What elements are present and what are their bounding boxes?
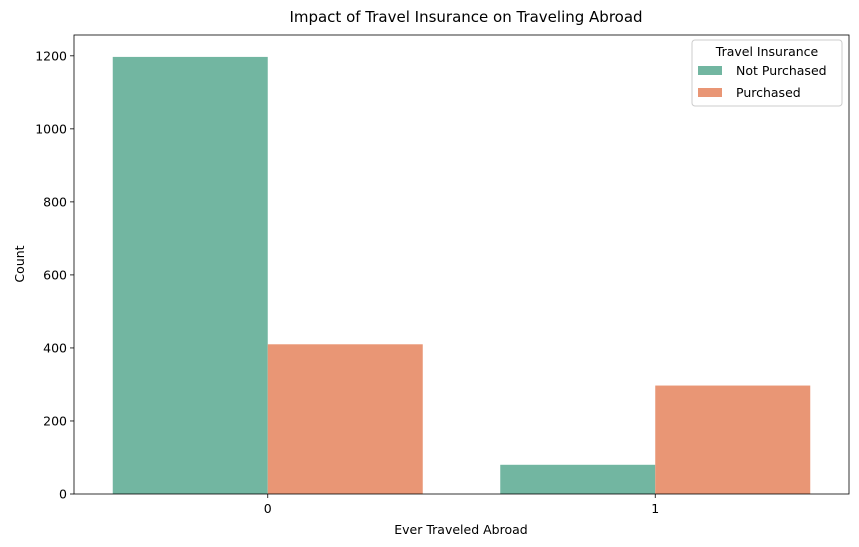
y-tick-label: 1000 bbox=[35, 121, 67, 136]
legend: Travel Insurance Not Purchased Purchased bbox=[691, 39, 843, 107]
y-tick-label: 200 bbox=[43, 413, 67, 428]
bar-not-purchased-1 bbox=[500, 464, 656, 494]
legend-swatch-purchased bbox=[698, 88, 722, 97]
legend-box bbox=[691, 39, 843, 107]
plot-frame bbox=[73, 34, 850, 495]
y-tick-label: 600 bbox=[43, 267, 67, 282]
bar-purchased-0 bbox=[267, 344, 423, 494]
y-tick-label: 400 bbox=[43, 340, 67, 355]
legend-swatch-not-purchased bbox=[698, 66, 722, 75]
x-axis-label: Ever Traveled Abroad bbox=[394, 522, 527, 537]
y-tick-label: 1200 bbox=[35, 48, 67, 63]
y-axis-ticks: 0 200 400 600 800 1000 1200 bbox=[35, 48, 74, 502]
y-tick-label: 0 bbox=[59, 487, 67, 502]
x-tick-label: 1 bbox=[651, 501, 659, 516]
legend-title: Travel Insurance bbox=[715, 44, 819, 59]
bar-purchased-1 bbox=[655, 385, 811, 494]
x-tick-label: 0 bbox=[264, 501, 272, 516]
legend-label-not-purchased: Not Purchased bbox=[736, 63, 827, 78]
bar-not-purchased-0 bbox=[112, 56, 268, 495]
legend-label-purchased: Purchased bbox=[736, 85, 801, 100]
bars-group bbox=[112, 56, 811, 495]
y-tick-label: 800 bbox=[43, 194, 67, 209]
chart-title: Impact of Travel Insurance on Traveling … bbox=[289, 8, 642, 26]
y-axis-label: Count bbox=[12, 245, 27, 282]
